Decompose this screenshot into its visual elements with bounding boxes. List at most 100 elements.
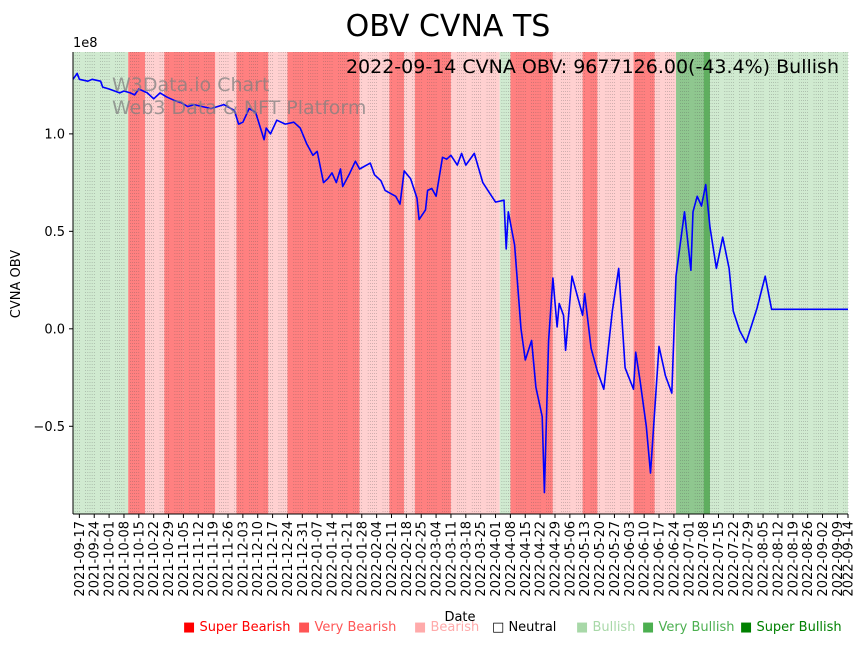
regime-band-super-bullish [703, 52, 710, 514]
x-tick-label: 2022-03-25 [474, 521, 489, 597]
x-tick-label: 2022-08-05 [757, 521, 772, 597]
legend-label-bullish: Bullish [592, 620, 636, 635]
x-tick-label: 2022-06-10 [638, 521, 653, 597]
y-tick-label: 1.0 [44, 127, 65, 142]
x-tick-label: 2022-08-12 [771, 521, 786, 597]
x-tick-label: 2022-04-15 [519, 521, 534, 597]
regime-band-very-bearish [414, 52, 451, 514]
x-tick-label: 2021-11-26 [222, 521, 237, 597]
legend-swatch-neutral: □ [492, 620, 505, 635]
x-tick-label: 2022-09-14 [842, 521, 857, 597]
legend-swatch-very-bullish: ■ [642, 620, 655, 635]
regime-band-very-bearish [236, 52, 269, 514]
regime-band-bearish [597, 52, 634, 514]
x-tick-label: 2021-12-03 [236, 521, 251, 597]
x-tick-label: 2021-10-15 [132, 521, 147, 597]
x-tick-label: 2022-07-15 [712, 521, 727, 597]
watermark-line-1: W3Data.io Chart [112, 74, 269, 96]
x-tick-label: 2021-10-29 [162, 521, 177, 597]
x-tick-label: 2022-09-09 [831, 521, 846, 597]
legend: ■ Super Bearish ■ Very Bearish ■ Bearish… [0, 620, 867, 640]
legend-label-super-bearish: Super Bearish [199, 620, 291, 635]
legend-swatch-bearish: ■ [414, 620, 427, 635]
regime-band-bearish [268, 52, 288, 514]
regime-band-very-bearish [582, 52, 598, 514]
latest-value-annotation: 2022-09-14 CVNA OBV: 9677126.00(-43.4%) … [346, 56, 839, 78]
regime-band-very-bullish [676, 52, 704, 514]
x-tick-label: 2022-04-29 [549, 521, 564, 597]
x-tick-label: 2022-02-25 [415, 521, 430, 597]
x-tick-label: 2022-07-01 [682, 521, 697, 597]
regime-band-very-bearish [164, 52, 184, 514]
x-tick-label: 2022-01-07 [311, 521, 326, 597]
x-tick-label: 2021-10-01 [103, 521, 118, 597]
x-tick-label: 2021-11-05 [177, 521, 192, 597]
x-tick-label: 2022-03-11 [444, 521, 459, 597]
y-tick-labels: −0.5 0.0 0.5 1.0 [33, 127, 73, 435]
x-tick-label: 2022-01-21 [340, 521, 355, 597]
x-tick-label: 2022-01-28 [355, 521, 370, 597]
x-tick-label: 2022-02-04 [370, 521, 385, 597]
x-tick-label: 2021-09-24 [88, 521, 103, 597]
x-tick-label: 2022-06-17 [653, 521, 668, 597]
regime-band-bearish [404, 52, 415, 514]
obv-line [72, 72, 848, 494]
x-tick-label: 2022-08-19 [786, 521, 801, 597]
legend-swatch-very-bearish: ■ [298, 620, 311, 635]
legend-super-bearish: ■ Super Bearish [183, 620, 291, 635]
regime-band-very-bearish [183, 52, 216, 514]
y-tick-label: 0.5 [44, 225, 65, 240]
regime-band-bearish [450, 52, 500, 514]
legend-super-bullish: ■ Super Bullish [740, 620, 842, 635]
legend-label-bearish: Bearish [430, 620, 480, 635]
x-tick-label: 2022-04-22 [534, 521, 549, 597]
legend-label-super-bullish: Super Bullish [756, 620, 842, 635]
legend-bearish: ■ Bearish [414, 620, 479, 635]
x-tick-label: 2022-03-18 [459, 521, 474, 597]
y-tick-label: −0.5 [33, 420, 65, 435]
y-offset-label: 1e8 [73, 36, 98, 51]
legend-swatch-super-bearish: ■ [183, 620, 196, 635]
x-tick-label: 2021-10-08 [118, 521, 133, 597]
x-tick-label: 2022-06-24 [667, 521, 682, 597]
x-tick-label: 2022-06-03 [623, 521, 638, 597]
legend-swatch-super-bullish: ■ [740, 620, 753, 635]
y-tick-label: 0.0 [44, 322, 65, 337]
legend-label-neutral: Neutral [508, 620, 557, 635]
x-axis-label: Date [444, 610, 475, 625]
x-tick-label: 2021-11-19 [207, 521, 222, 597]
regime-bands [73, 52, 848, 514]
regime-band-bullish [709, 52, 848, 514]
x-tick-label: 2022-07-08 [697, 521, 712, 597]
x-tick-label: 2022-07-29 [742, 521, 757, 597]
x-tick-label: 2021-10-22 [147, 521, 162, 597]
x-tick-label: 2022-05-13 [578, 521, 593, 597]
x-tick-label: 2021-12-10 [251, 521, 266, 597]
x-tick-label: 2022-03-04 [430, 521, 445, 597]
x-tick-label: 2022-04-01 [489, 521, 504, 597]
x-tick-label: 2021-12-24 [281, 521, 296, 597]
legend-neutral: □ Neutral [492, 620, 556, 635]
x-tick-label: 2022-02-18 [400, 521, 415, 597]
legend-very-bearish: ■ Very Bearish [298, 620, 396, 635]
x-tick-label: 2022-02-11 [385, 521, 400, 597]
obv-series [72, 72, 848, 494]
legend-swatch-bullish: ■ [576, 620, 589, 635]
watermark-line-2: Web3 Data & NFT Platform [112, 97, 366, 119]
y-axis-label: CVNA OBV [9, 250, 24, 318]
x-tick-label: 2022-07-22 [727, 521, 742, 597]
x-tick-label: 2022-09-02 [816, 521, 831, 597]
x-tick-label: 2022-05-27 [608, 521, 623, 597]
x-tick-label: 2021-11-12 [192, 521, 207, 597]
x-tick-label: 2022-01-14 [326, 521, 341, 597]
legend-label-very-bearish: Very Bearish [314, 620, 397, 635]
legend-bullish: ■ Bullish [576, 620, 635, 635]
x-tick-label: 2022-05-20 [593, 521, 608, 597]
x-tick-labels: 2021-09-17 2021-09-24 2021-10-01 2021-10-08… [73, 514, 857, 597]
legend-very-bullish: ■ Very Bullish [642, 620, 735, 635]
x-tick-label: 2021-09-17 [73, 521, 88, 597]
regime-band-bearish [145, 52, 165, 514]
x-tick-label: 2021-12-31 [296, 521, 311, 597]
regime-band-very-bearish [389, 52, 405, 514]
